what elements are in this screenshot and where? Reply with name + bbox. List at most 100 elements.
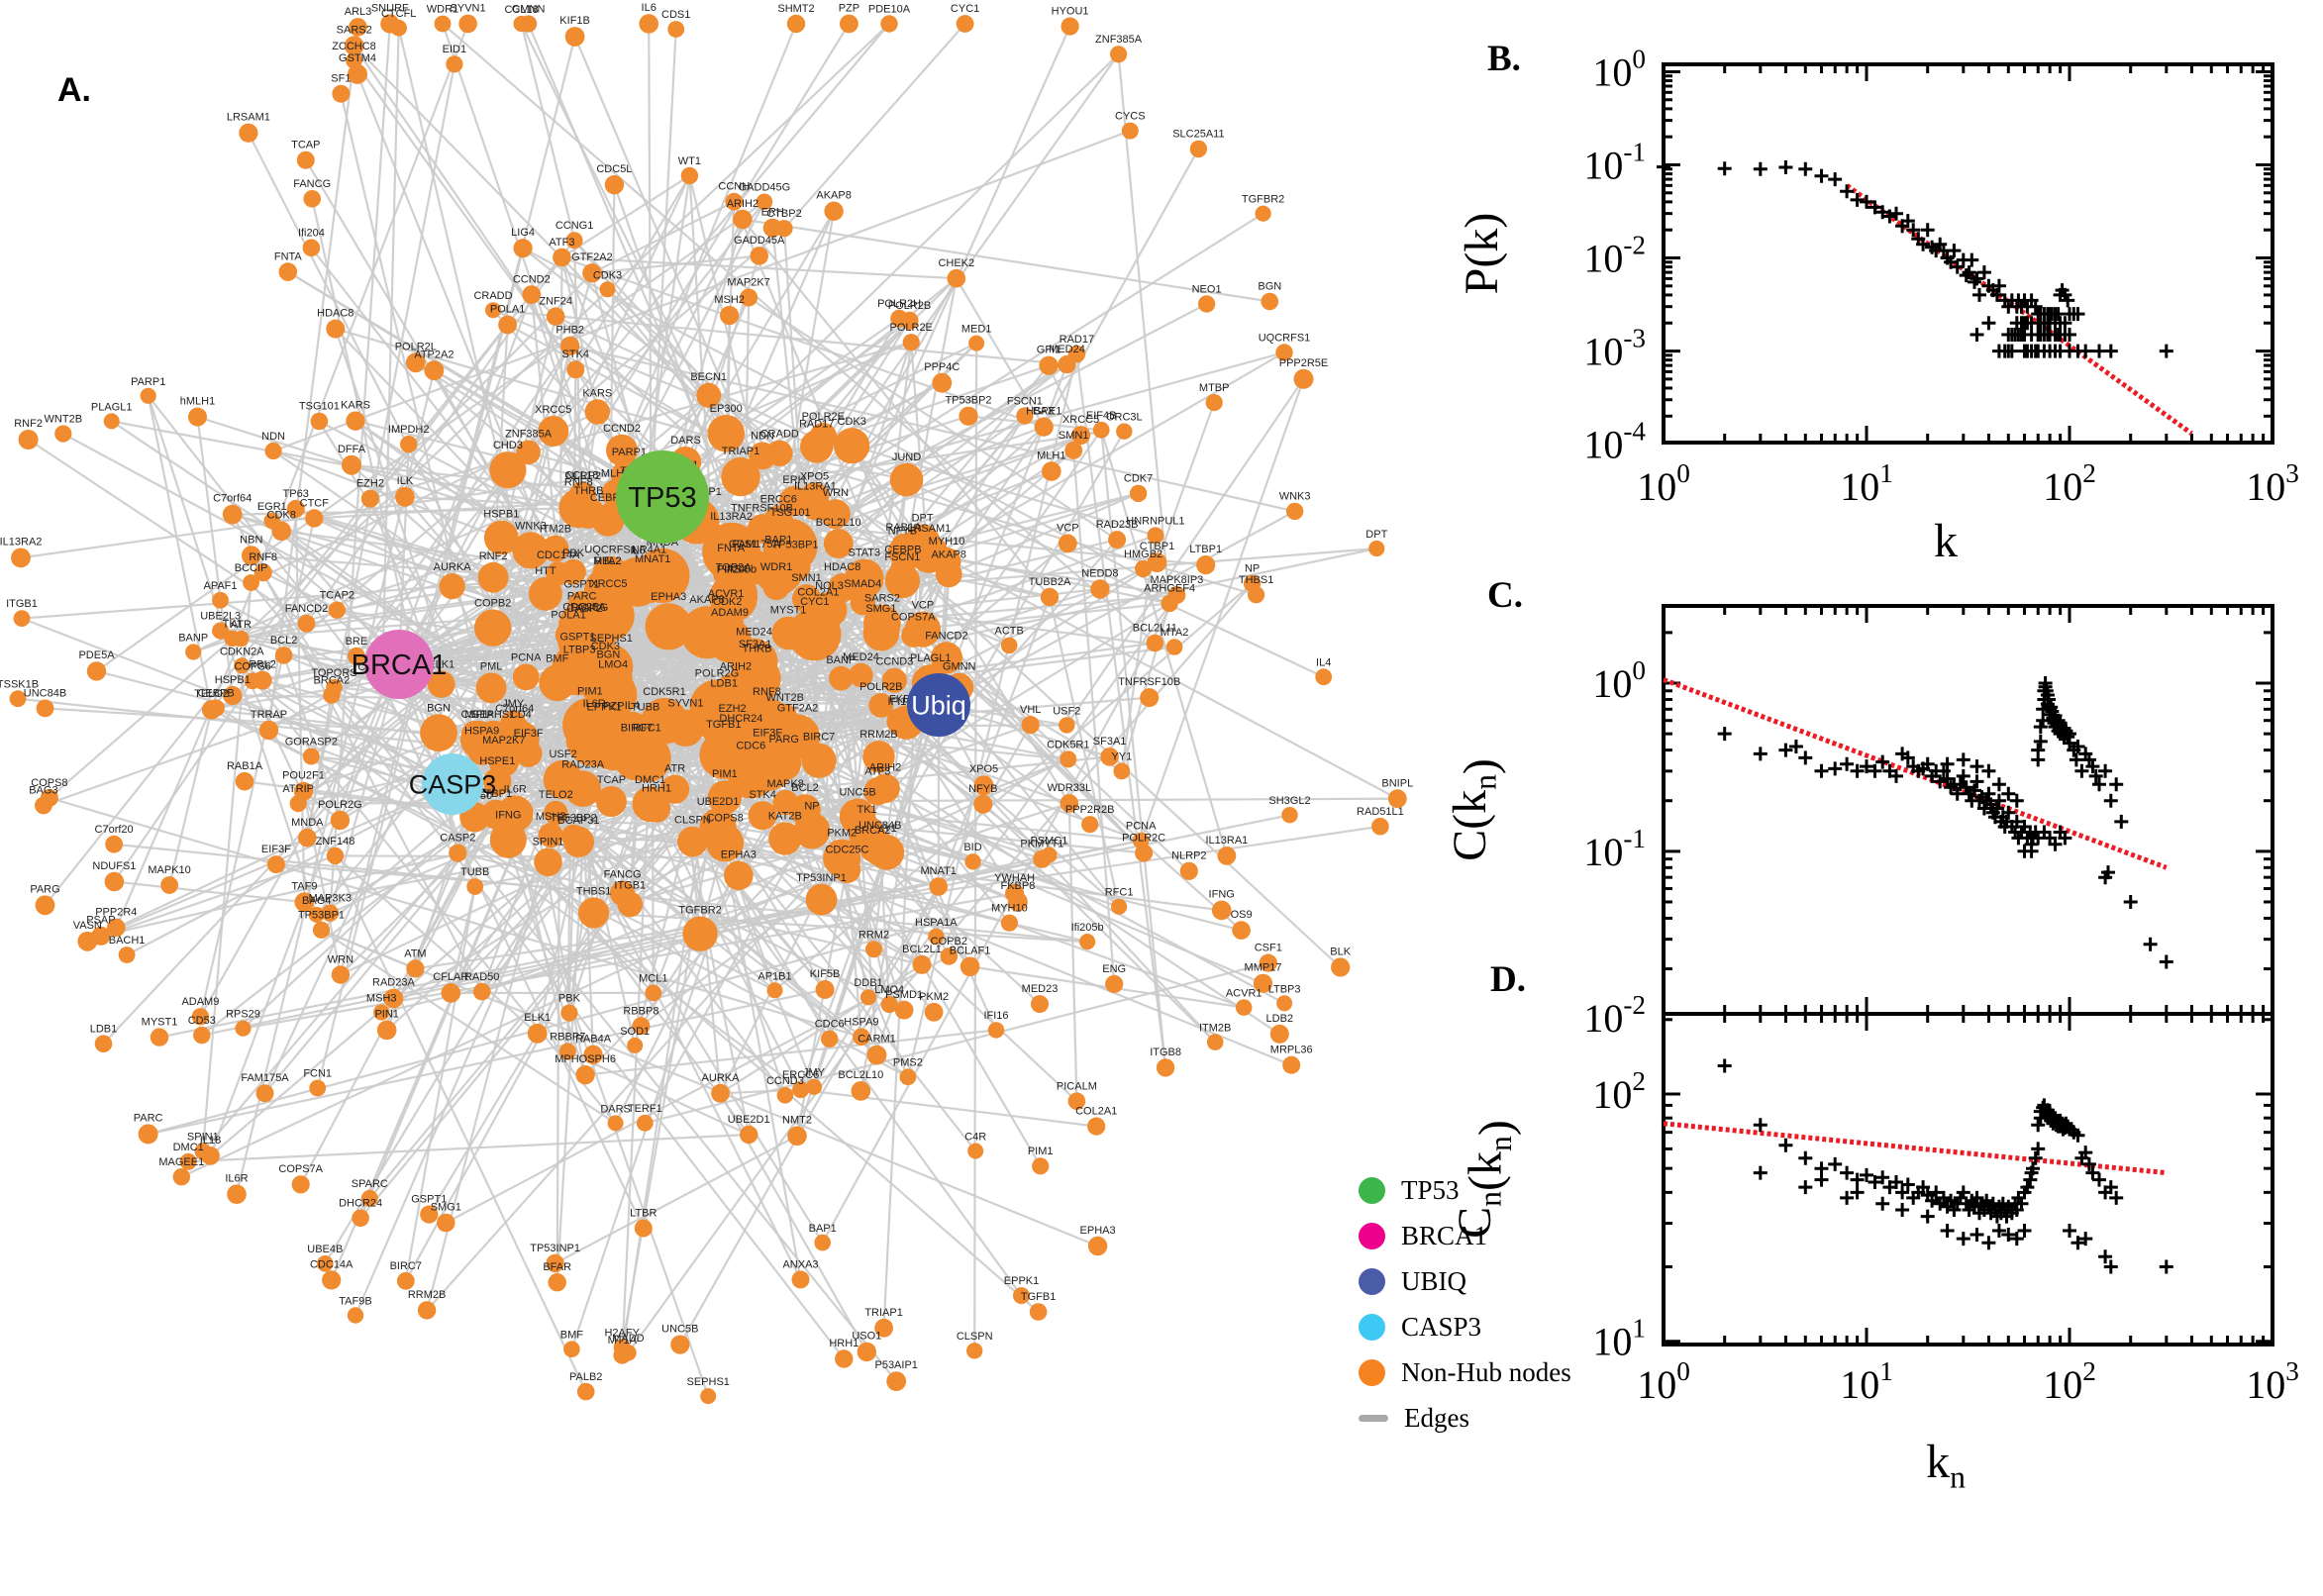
gene-label: CCND3 bbox=[766, 1075, 804, 1087]
gene-label: WRN bbox=[328, 953, 354, 965]
gene-label: KIF1B bbox=[559, 15, 590, 27]
gene-label: MAP2K7 bbox=[482, 735, 525, 747]
gene-label: NDUFS1 bbox=[92, 860, 136, 872]
gene-label: LRSAM1 bbox=[227, 112, 270, 124]
gene-label: RRM2 bbox=[858, 929, 889, 941]
gene-label: BACH1 bbox=[109, 935, 146, 947]
gene-label: IFI16 bbox=[887, 696, 912, 708]
gene-label: CTCF bbox=[300, 497, 330, 509]
gene-label: RAD23A bbox=[561, 758, 604, 770]
gene-node bbox=[791, 1270, 810, 1289]
gene-label: USF2 bbox=[1053, 705, 1080, 717]
gene-node bbox=[302, 748, 320, 765]
gene-label: NLRP2 bbox=[566, 470, 601, 482]
gene-label: Ifi205b bbox=[724, 564, 757, 576]
gene-node bbox=[172, 1168, 190, 1186]
gene-node bbox=[212, 591, 229, 609]
gene-node bbox=[1285, 502, 1304, 521]
network-legend: TP53 BRCA1 UBIQ CASP3 Non-Hub nodes Edge… bbox=[1359, 1174, 1571, 1447]
gene-label: MYH10 bbox=[991, 903, 1028, 915]
gene-node bbox=[588, 566, 628, 607]
gene-node bbox=[666, 709, 705, 747]
gene-label: GSPT1 bbox=[563, 579, 599, 591]
gene-node bbox=[1135, 559, 1153, 578]
gene-node bbox=[477, 561, 509, 593]
gene-node bbox=[1079, 934, 1096, 950]
gene-label: YWHAH bbox=[994, 872, 1035, 884]
gene-node bbox=[973, 794, 993, 814]
gene-label: SF3A1 bbox=[739, 639, 772, 650]
gene-label: MTA2 bbox=[1161, 627, 1189, 639]
gene-node bbox=[380, 14, 400, 34]
gene-node bbox=[768, 822, 802, 855]
gene-node bbox=[670, 1335, 690, 1354]
fit-line bbox=[1663, 1121, 2168, 1176]
gene-node bbox=[740, 288, 758, 307]
gene-label: BAP1 bbox=[764, 535, 792, 547]
gene-label: HNRNPUL1 bbox=[1126, 515, 1184, 527]
plot-frame bbox=[1662, 1012, 2274, 1347]
gene-node bbox=[929, 877, 948, 896]
gene-label: COPB2 bbox=[931, 936, 967, 948]
gene-node bbox=[439, 573, 465, 600]
gene-label: CHD3 bbox=[493, 440, 523, 451]
gene-label: ACVR1 bbox=[1226, 987, 1262, 999]
gene-node bbox=[243, 574, 259, 591]
gene-node bbox=[1179, 861, 1198, 880]
gene-label: ENG bbox=[1102, 963, 1126, 975]
hub-label-casp3: CASP3 bbox=[409, 769, 497, 799]
gene-label: WDR1 bbox=[760, 561, 792, 573]
panel-b-label: B. bbox=[1487, 39, 1521, 79]
gene-node bbox=[513, 239, 533, 258]
gene-node bbox=[575, 1065, 595, 1085]
gene-label: USF2 bbox=[549, 748, 576, 760]
gene-label: COPB2 bbox=[474, 598, 511, 610]
gene-label: PCNA bbox=[1126, 821, 1157, 833]
gene-label: MNAT1 bbox=[635, 553, 670, 565]
gene-node bbox=[645, 984, 662, 1002]
gene-node bbox=[1108, 531, 1127, 549]
gene-label: FAM175A bbox=[241, 1072, 289, 1084]
gene-node bbox=[118, 947, 136, 963]
gene-label: MPHOSPH6 bbox=[555, 1053, 616, 1065]
gene-node bbox=[779, 550, 811, 582]
axis-title: kn bbox=[1926, 1436, 1966, 1495]
gene-node bbox=[964, 853, 981, 870]
gene-node bbox=[383, 988, 404, 1009]
gene-node bbox=[427, 670, 455, 698]
gene-node bbox=[894, 1000, 914, 1020]
gene-node bbox=[682, 916, 718, 951]
gene-label: MNAT1 bbox=[920, 865, 956, 877]
panel-d-label: D. bbox=[1490, 959, 1526, 1000]
gene-label: TUBB bbox=[631, 702, 659, 714]
gene-label: MED1 bbox=[961, 324, 992, 336]
hub-node-casp3 bbox=[422, 753, 483, 815]
gene-node bbox=[105, 835, 123, 853]
tick-label: 10-4 bbox=[1583, 417, 1646, 467]
gene-label: THRB bbox=[574, 485, 604, 497]
gene-node bbox=[595, 786, 627, 817]
tick-label: 100 bbox=[1637, 1356, 1690, 1407]
gene-node bbox=[1060, 17, 1079, 36]
gene-label: GSPT1 bbox=[559, 632, 595, 644]
gene-node bbox=[222, 504, 243, 525]
gene-label: DPT bbox=[1365, 529, 1387, 541]
gene-label: NP bbox=[804, 801, 819, 813]
gene-node bbox=[326, 847, 345, 865]
gene-node bbox=[347, 1307, 364, 1324]
gene-label: TUBB bbox=[460, 866, 489, 878]
gene-node bbox=[834, 428, 870, 464]
gene-node bbox=[1276, 995, 1293, 1012]
gene-label: HDAC8 bbox=[824, 561, 860, 573]
gene-node bbox=[13, 610, 31, 627]
gene-node bbox=[188, 407, 207, 427]
gene-node bbox=[278, 262, 298, 281]
gene-label: PPP4C bbox=[924, 361, 960, 373]
gene-label: TGFBR2 bbox=[678, 905, 721, 917]
gene-node bbox=[567, 590, 596, 619]
gene-label: POLR2B bbox=[888, 300, 931, 312]
gene-label: BAP1 bbox=[809, 1223, 837, 1235]
gene-label: APAF1 bbox=[203, 580, 237, 592]
gene-node bbox=[543, 759, 583, 800]
gene-node bbox=[321, 904, 339, 922]
